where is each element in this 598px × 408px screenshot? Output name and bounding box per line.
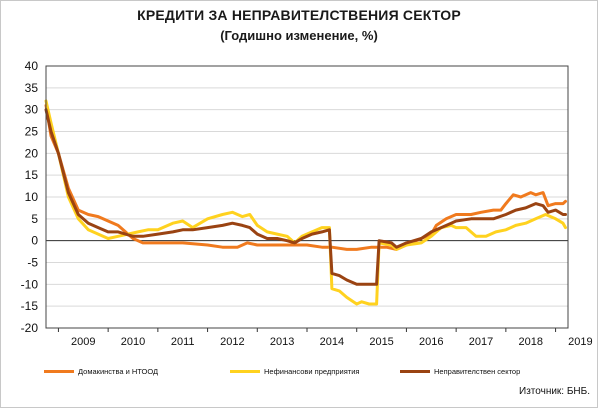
x-tick-label: 2011 bbox=[171, 336, 195, 348]
legend-swatch-households bbox=[44, 369, 74, 373]
x-tick-label: 2009 bbox=[71, 336, 95, 348]
y-tick-label: 15 bbox=[25, 168, 39, 182]
grid-lines bbox=[46, 65, 568, 329]
legend: Домакинства и НТООД Нефинансови предприя… bbox=[0, 364, 598, 384]
series-line-nonfinancial bbox=[44, 99, 567, 306]
y-tick-label: 35 bbox=[25, 81, 39, 95]
y-tick-label: -10 bbox=[21, 277, 39, 291]
x-tick-label: 2016 bbox=[419, 336, 443, 348]
y-tick-label: -15 bbox=[21, 299, 39, 313]
y-axis-ticks: 40 35 30 25 20 15 10 5 0 -5 -10 -15 -20 bbox=[21, 59, 39, 335]
y-tick-label: 25 bbox=[25, 125, 39, 139]
series-line-nongovernment bbox=[44, 108, 567, 286]
x-tick-label: 2013 bbox=[270, 336, 294, 348]
series-lines bbox=[44, 99, 567, 306]
legend-item-nongovernment: Неправителствен сектор bbox=[400, 364, 520, 378]
legend-label-nongovernment: Неправителствен сектор bbox=[434, 366, 521, 376]
x-axis-ticks: 2009 2010 2011 2012 2013 2014 2015 2016 2017 2018… bbox=[57, 328, 593, 348]
x-tick-label: 2019 bbox=[568, 336, 592, 348]
y-tick-label: 0 bbox=[31, 234, 38, 248]
legend-swatch-nongovernment bbox=[400, 369, 430, 373]
y-tick-label: -5 bbox=[27, 256, 38, 270]
y-tick-label: 5 bbox=[31, 212, 38, 226]
chart-subtitle: (Годишно изменение, %) bbox=[220, 28, 378, 43]
y-tick-label: 20 bbox=[25, 146, 39, 160]
x-tick-label: 2014 bbox=[320, 336, 344, 348]
x-tick-label: 2012 bbox=[220, 336, 244, 348]
legend-swatch-nonfinancial bbox=[230, 369, 260, 373]
y-tick-label: 10 bbox=[25, 190, 39, 204]
x-tick-label: 2010 bbox=[121, 336, 145, 348]
y-tick-label: 30 bbox=[25, 103, 39, 117]
x-tick-label: 2018 bbox=[518, 336, 542, 348]
legend-item-households: Домакинства и НТООД bbox=[44, 364, 158, 378]
y-tick-label: 40 bbox=[25, 59, 39, 73]
legend-label-nonfinancial: Нефинансови предприятия bbox=[264, 366, 360, 376]
x-tick-label: 2015 bbox=[369, 336, 393, 348]
series-line-households bbox=[44, 103, 567, 251]
x-tick-label: 2017 bbox=[469, 336, 493, 348]
chart-title: КРЕДИТИ ЗА НЕПРАВИТЕЛСТВЕНИЯ СЕКТОР bbox=[137, 7, 461, 23]
y-tick-label: -20 bbox=[21, 321, 39, 335]
legend-item-nonfinancial: Нефинансови предприятия bbox=[230, 364, 359, 378]
plot-area-border bbox=[45, 65, 569, 329]
legend-label-households: Домакинства и НТООД bbox=[78, 366, 159, 376]
source-note: Източник: БНБ. bbox=[519, 386, 590, 397]
